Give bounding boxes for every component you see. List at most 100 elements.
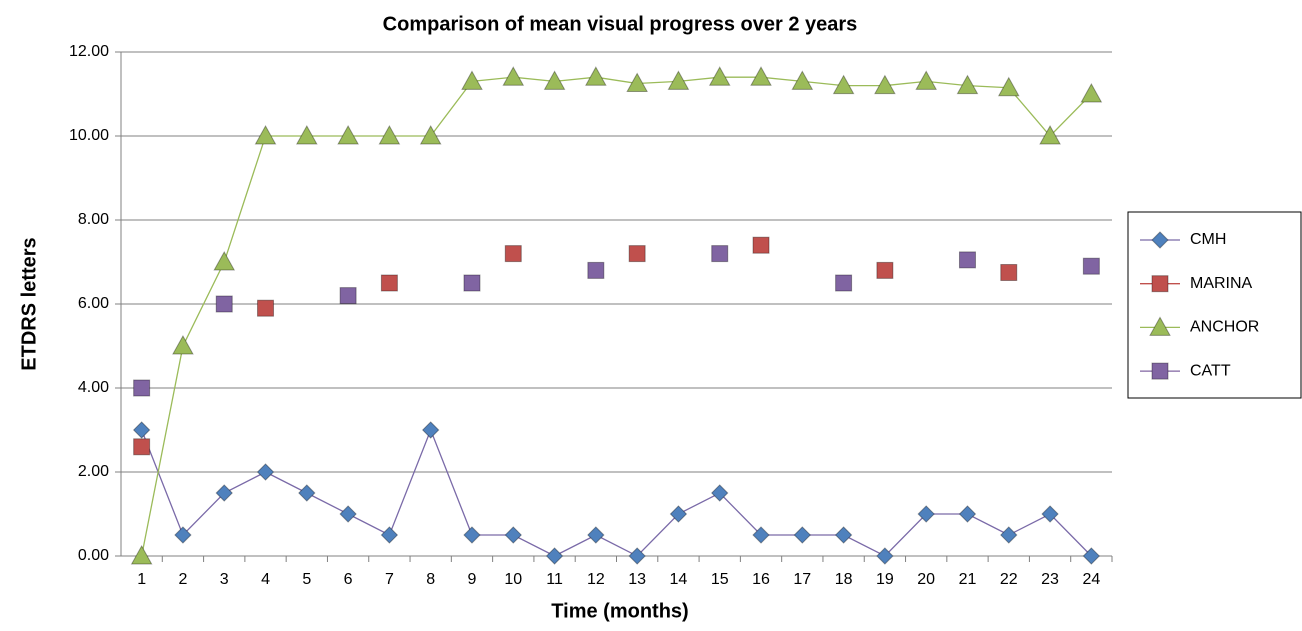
y-tick-label: 8.00 [78, 211, 109, 228]
data-point [256, 463, 275, 481]
data-point [752, 526, 770, 544]
x-tick-label: 7 [385, 571, 394, 588]
x-tick-label: 2 [178, 571, 187, 588]
data-point [628, 245, 646, 263]
data-point [832, 74, 855, 95]
data-point [463, 526, 481, 544]
x-tick-label: 24 [1082, 571, 1100, 588]
data-point [667, 70, 690, 90]
data-point [132, 421, 151, 439]
x-tick-label: 12 [587, 571, 605, 588]
series-line [141, 76, 1092, 557]
x-tick-label: 8 [426, 571, 435, 588]
data-point [997, 76, 1020, 97]
data-point [172, 334, 194, 355]
y-tick-label: 10.00 [69, 127, 109, 144]
y-tick-label: 2.00 [78, 463, 109, 480]
data-point [504, 526, 522, 544]
chart-title: Comparison of mean visual progress over … [383, 13, 858, 35]
data-point [257, 299, 275, 317]
x-tick-label: 15 [711, 571, 729, 588]
y-tick-label: 12.00 [69, 43, 109, 60]
legend-label: CATT [1190, 362, 1231, 379]
data-point [793, 526, 812, 544]
data-point [339, 505, 357, 523]
data-point [174, 526, 192, 544]
data-point [752, 236, 770, 254]
data-point [295, 124, 318, 145]
data-point [835, 274, 853, 292]
y-tick-label: 0.00 [78, 547, 109, 564]
legend-label: MARINA [1190, 275, 1253, 292]
x-tick-label: 10 [504, 571, 522, 588]
data-point [504, 245, 522, 263]
data-point [874, 74, 896, 95]
data-point [711, 245, 729, 263]
data-point [133, 438, 151, 456]
data-point [669, 505, 688, 523]
data-point [502, 66, 525, 86]
x-tick-label: 20 [917, 571, 935, 588]
x-tick-label: 13 [628, 571, 646, 588]
x-tick-label: 4 [261, 571, 270, 588]
y-tick-label: 6.00 [78, 295, 109, 312]
data-point [215, 484, 233, 502]
legend-marker [1151, 275, 1169, 293]
data-point [750, 66, 772, 86]
x-tick-label: 6 [344, 571, 353, 588]
data-point [254, 124, 277, 145]
data-point [543, 70, 566, 90]
data-point [1039, 124, 1061, 145]
data-point [708, 66, 731, 86]
y-axis-title: ETDRS letters [18, 237, 40, 370]
legend-label: ANCHOR [1190, 319, 1259, 336]
data-point [133, 379, 151, 397]
x-tick-label: 1 [137, 571, 146, 588]
x-tick-label: 5 [302, 571, 311, 588]
legend-marker [1151, 231, 1169, 249]
data-point [791, 70, 814, 90]
data-point [463, 274, 481, 292]
y-tick-label: 4.00 [78, 379, 109, 396]
data-point [958, 505, 977, 523]
data-point [215, 295, 233, 313]
data-point [545, 547, 564, 565]
data-point [421, 421, 440, 439]
data-point [130, 544, 153, 565]
x-tick-label: 3 [220, 571, 229, 588]
x-tick-label: 18 [835, 571, 853, 588]
data-point [378, 124, 401, 145]
data-point [1080, 82, 1103, 103]
data-point [1082, 257, 1100, 275]
legend-label: CMH [1190, 231, 1226, 248]
data-point [915, 70, 938, 90]
data-point [380, 274, 398, 292]
data-point [587, 261, 605, 279]
x-tick-label: 23 [1041, 571, 1059, 588]
x-axis-title: Time (months) [551, 600, 688, 622]
x-tick-label: 22 [1000, 571, 1018, 588]
data-point [585, 66, 607, 86]
x-tick-label: 21 [959, 571, 977, 588]
data-point [876, 261, 894, 279]
data-point [461, 70, 483, 90]
data-point [628, 547, 646, 565]
data-point [337, 124, 359, 145]
x-tick-label: 11 [546, 571, 563, 588]
data-point [339, 287, 357, 305]
series-line [141, 428, 1092, 557]
x-tick-label: 16 [752, 571, 770, 588]
data-point [1041, 505, 1059, 523]
x-tick-label: 14 [670, 571, 688, 588]
data-point [587, 526, 605, 544]
data-point [1000, 526, 1018, 544]
data-point [380, 526, 399, 544]
data-point [956, 74, 979, 95]
data-point [876, 547, 894, 565]
x-tick-label: 19 [876, 571, 894, 588]
data-point [1000, 264, 1018, 281]
data-point [213, 250, 236, 271]
data-point [298, 484, 316, 502]
x-tick-label: 9 [468, 571, 477, 588]
